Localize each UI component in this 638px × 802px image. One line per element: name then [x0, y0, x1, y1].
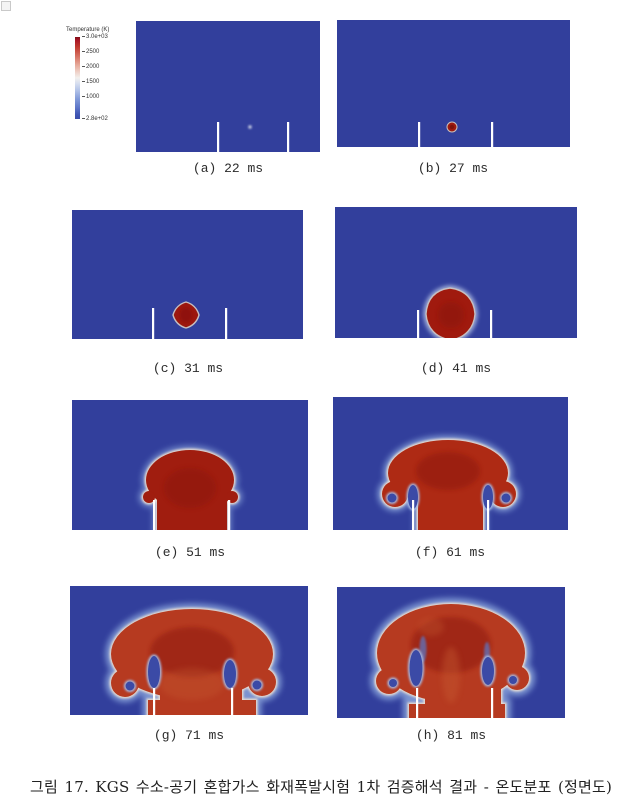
sim-panel-d — [335, 207, 577, 338]
tick-mark — [82, 35, 85, 37]
panel-caption-a: (a) 22 ms — [192, 161, 264, 176]
obstacle-line-right — [487, 500, 490, 530]
obstacle-line-right — [490, 310, 493, 338]
cold-pocket-left — [409, 650, 423, 686]
tick-mark — [82, 80, 85, 82]
colorbar-tick: 2000 — [82, 64, 99, 70]
tick-label: 2500 — [86, 49, 100, 55]
vortex-hole-left — [387, 493, 397, 503]
tick-label: 2000 — [86, 64, 100, 70]
cold-pocket-right — [482, 657, 494, 685]
obstacle-line-right — [231, 688, 234, 715]
colorbar-tick: 3.0e+03 — [82, 34, 108, 40]
colorbar-tick: 1000 — [82, 94, 99, 100]
flame-core — [180, 308, 192, 322]
flame-core — [164, 468, 216, 508]
temperature-field-g — [70, 586, 308, 715]
tick-mark — [82, 65, 85, 67]
flame-core — [438, 302, 464, 328]
vortex-hole-left — [125, 681, 135, 691]
colorbar-title: Temperature (K) — [66, 27, 110, 33]
obstacle-line-right — [228, 500, 231, 530]
cold-pocket-right — [483, 485, 493, 509]
obstacle-line-right — [225, 308, 228, 339]
flame-kernel-core — [449, 124, 455, 130]
ignition-spark — [248, 125, 252, 129]
sim-panel-b — [337, 20, 570, 147]
figure-caption: 그림 17. KGS 수소-공기 혼합가스 화재폭발시험 1차 검증해석 결과 … — [30, 778, 613, 796]
obstacle-line-left — [418, 122, 421, 147]
panel-caption-b: (b) 27 ms — [417, 161, 489, 176]
tick-label: 3.0e+03 — [86, 34, 108, 40]
obstacle-line-left — [416, 688, 419, 718]
colorbar-tick: 1500 — [82, 79, 99, 85]
flame-warm-streak — [418, 618, 444, 636]
sim-panel-a — [136, 21, 320, 152]
panel-caption-f: (f) 61 ms — [414, 545, 486, 560]
tick-mark — [82, 95, 85, 97]
flame-warm-streak — [442, 647, 460, 703]
obstacle-line-right — [491, 688, 494, 718]
temperature-field-h — [337, 587, 565, 718]
vortex-hole-left — [389, 679, 397, 687]
temperature-field-c — [152, 301, 228, 339]
tick-mark — [82, 50, 85, 52]
flame-core — [150, 627, 234, 677]
panel-caption-g: (g) 71 ms — [153, 728, 225, 743]
temperature-field-d — [417, 285, 493, 338]
sim-panel-e — [72, 400, 308, 530]
panel-caption-e: (e) 51 ms — [154, 545, 226, 560]
obstacle-line-left — [217, 122, 220, 152]
obstacle-line-left — [417, 310, 420, 338]
sim-panel-f — [333, 397, 568, 530]
sim-panel-g — [70, 586, 308, 715]
colorbar-gradient — [75, 37, 80, 119]
vortex-hole-right — [509, 676, 517, 684]
obstacle-line-right — [287, 122, 290, 152]
sim-panel-h — [337, 587, 565, 718]
cold-pocket-right — [224, 660, 236, 688]
flame-warm-streak — [160, 668, 224, 700]
panel-caption-h: (h) 81 ms — [415, 728, 487, 743]
obstacle-line-left — [152, 308, 155, 339]
vortex-hole-right — [252, 680, 262, 690]
sim-panel-c — [72, 210, 303, 339]
tick-label: 1000 — [86, 94, 100, 100]
tick-label: 2.8e+02 — [86, 116, 108, 122]
panel-caption-c: (c) 31 ms — [152, 361, 224, 376]
obstacle-line-left — [412, 500, 415, 530]
obstacle-line-right — [491, 122, 494, 147]
panel-caption-d: (d) 41 ms — [420, 361, 492, 376]
anchor-artifact — [1, 1, 11, 11]
flame-core — [416, 452, 480, 490]
tick-label: 1500 — [86, 79, 100, 85]
colorbar-legend: Temperature (K) 3.0e+03 2500 2000 1500 1… — [66, 27, 122, 127]
temperature-field-e — [72, 400, 308, 530]
cold-pocket-left — [408, 485, 418, 509]
colorbar-tick: 2.8e+02 — [82, 116, 108, 122]
tick-mark — [82, 117, 85, 119]
colorbar-tick: 2500 — [82, 49, 99, 55]
obstacle-line-left — [153, 500, 156, 530]
temperature-field-b — [418, 121, 494, 147]
vortex-hole-right — [501, 493, 511, 503]
obstacle-line-left — [153, 688, 156, 715]
temperature-field-f — [333, 397, 568, 530]
temperature-field-a — [217, 122, 290, 152]
cold-pocket-left — [148, 656, 160, 688]
